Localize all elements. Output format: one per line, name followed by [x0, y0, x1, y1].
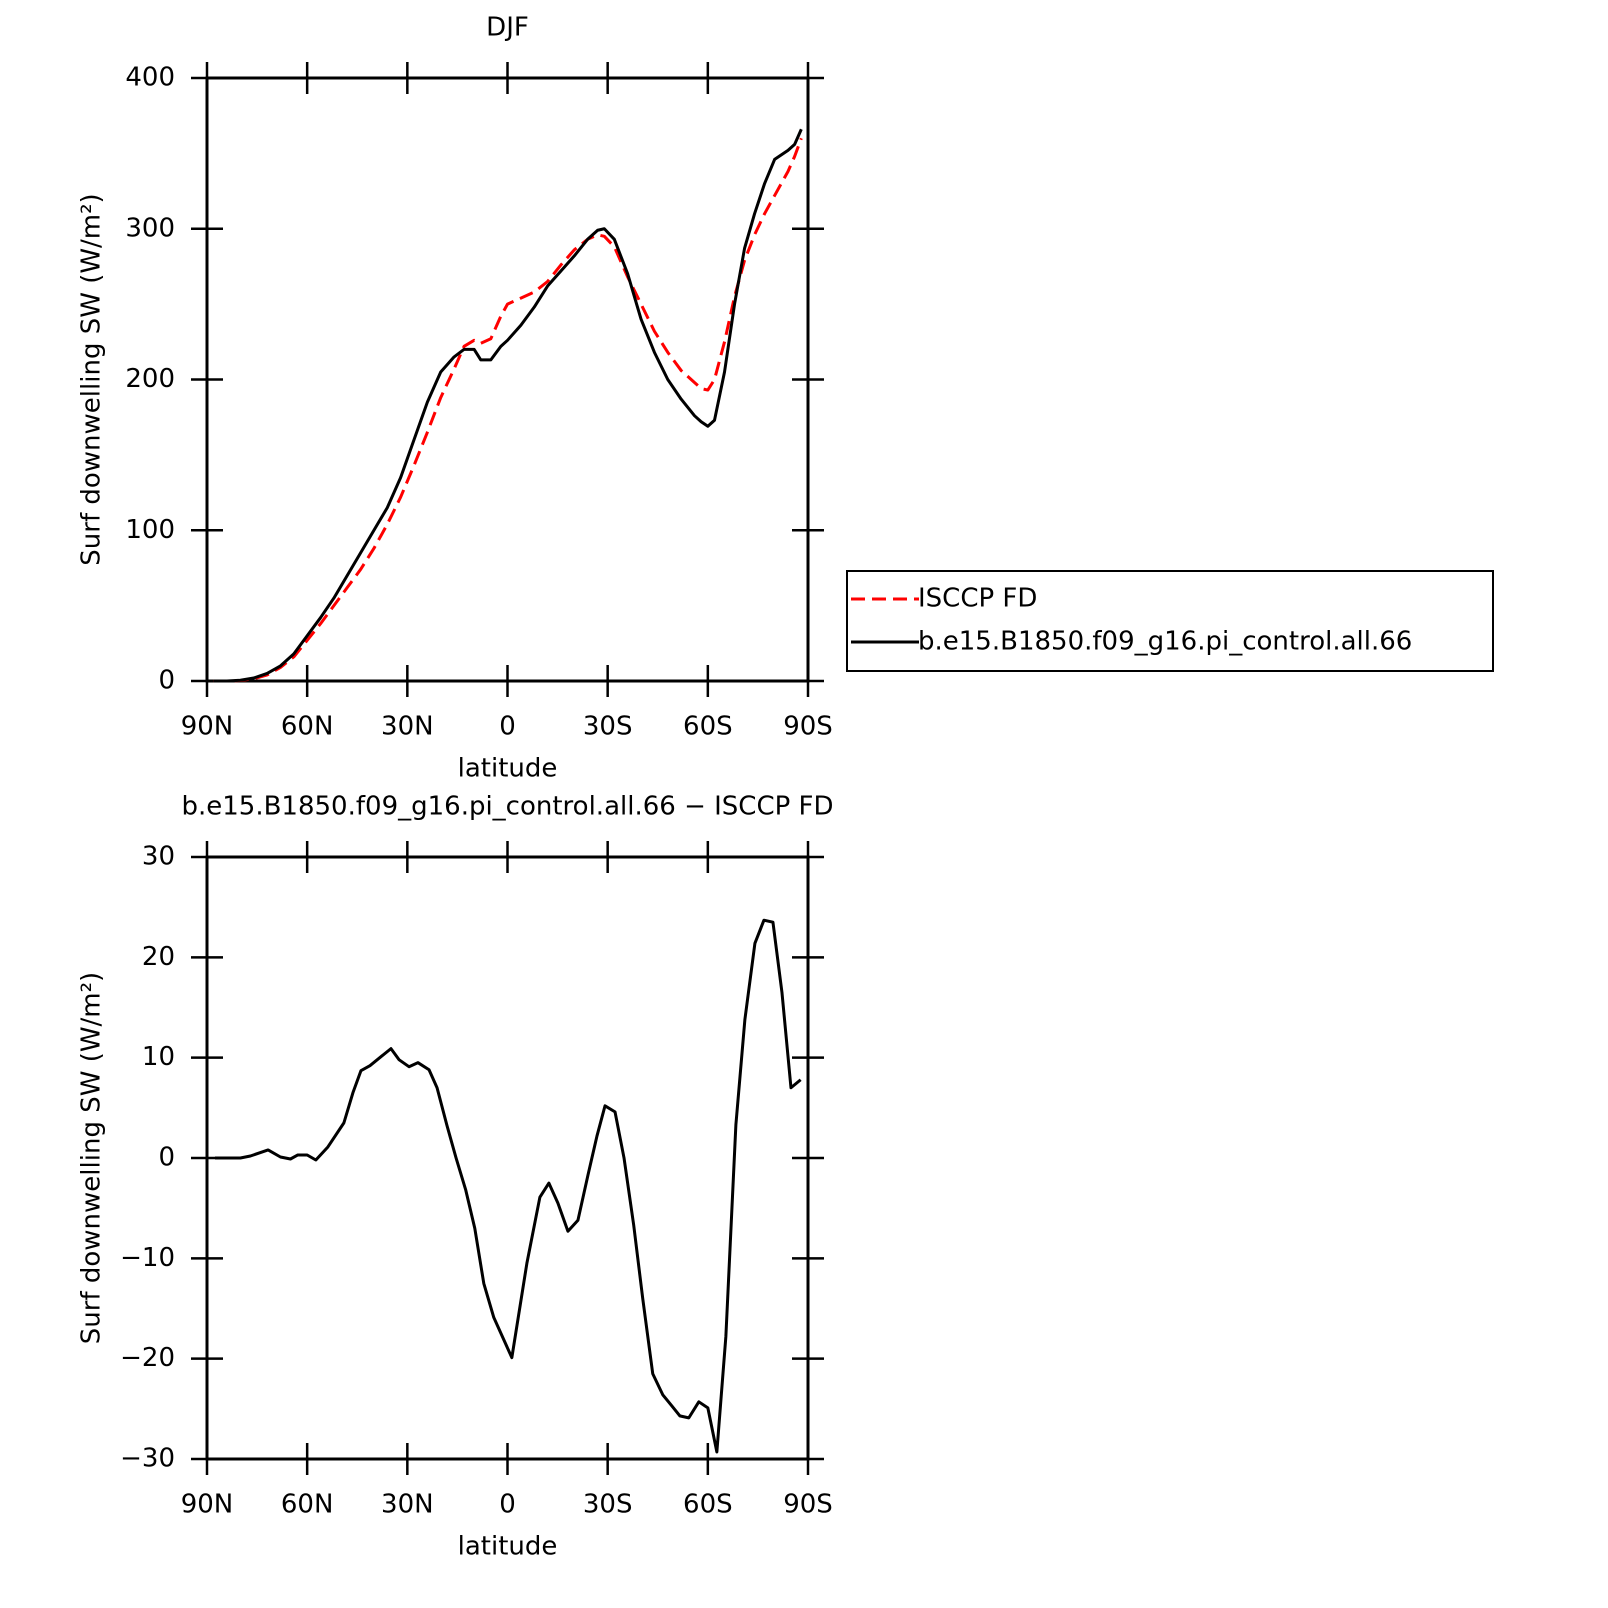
x-tick-label: 90S: [783, 712, 833, 742]
y-tick-label: 400: [125, 63, 175, 93]
y-tick-label: −20: [120, 1343, 175, 1373]
y-tick-label: 300: [125, 213, 175, 243]
legend-label: ISCCP FD: [918, 584, 1037, 614]
y-tick-label: 30: [142, 842, 175, 872]
plot-frame: [205, 76, 810, 683]
y-tick-label: 0: [158, 666, 175, 696]
plot-frame: [205, 855, 810, 1461]
x-tick-label: 90N: [181, 1490, 234, 1520]
data-line: [213, 137, 803, 683]
y-tick-label: −10: [120, 1243, 175, 1273]
x-tick-label: 0: [499, 712, 516, 742]
legend-label: b.e15.B1850.f09_g16.pi_control.all.66: [918, 627, 1412, 657]
data-line: [215, 918, 802, 1454]
data-line: [213, 128, 803, 683]
y-tick-label: 200: [125, 364, 175, 394]
x-tick-label: 30S: [583, 712, 633, 742]
x-tick-label: 60N: [281, 712, 334, 742]
x-tick-label: 60S: [683, 712, 733, 742]
y-axis-label: Surf downwelling SW (W/m²): [77, 193, 107, 565]
x-tick-label: 90N: [181, 712, 234, 742]
x-tick-label: 30N: [381, 712, 434, 742]
chart-title: DJF: [486, 13, 529, 43]
x-axis-label: latitude: [458, 754, 558, 784]
y-tick-label: 20: [142, 942, 175, 972]
x-tick-label: 30S: [583, 1490, 633, 1520]
y-tick-label: 10: [142, 1042, 175, 1072]
x-tick-label: 90S: [783, 1490, 833, 1520]
x-tick-label: 60S: [683, 1490, 733, 1520]
x-tick-label: 60N: [281, 1490, 334, 1520]
y-tick-label: −30: [120, 1444, 175, 1474]
x-axis-label: latitude: [458, 1532, 558, 1562]
chart-title: b.e15.B1850.f09_g16.pi_control.all.66 − …: [181, 792, 833, 822]
x-tick-label: 30N: [381, 1490, 434, 1520]
y-tick-label: 0: [158, 1143, 175, 1173]
legend-box: [846, 570, 1494, 672]
x-tick-label: 0: [499, 1490, 516, 1520]
y-tick-label: 100: [125, 515, 175, 545]
y-axis-label: Surf downwelling SW (W/m²): [77, 972, 107, 1344]
